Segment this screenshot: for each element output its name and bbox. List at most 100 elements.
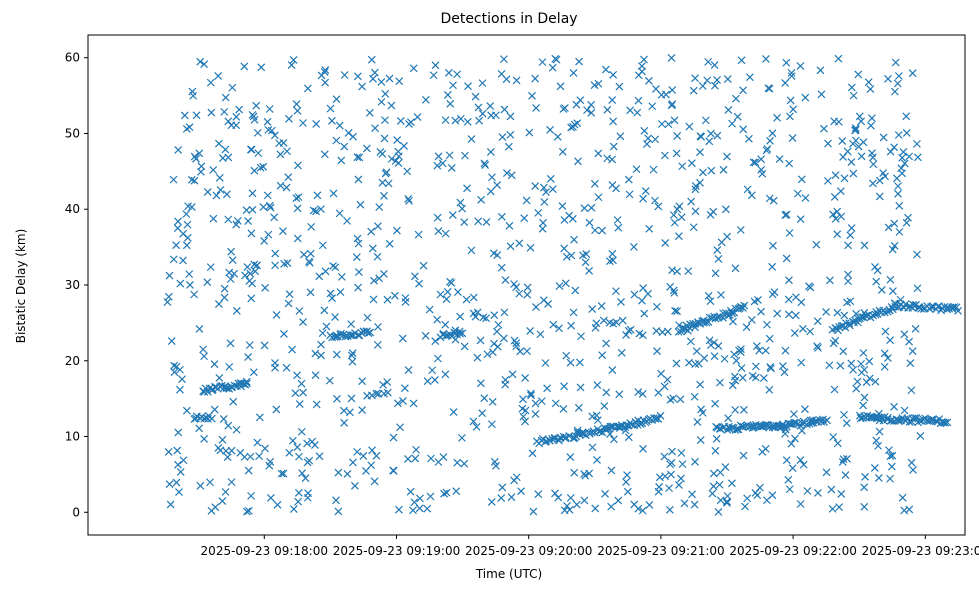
data-point — [588, 443, 597, 452]
data-point — [358, 82, 366, 91]
data-point — [719, 309, 728, 318]
data-point — [609, 70, 618, 79]
data-point — [369, 74, 377, 83]
data-point — [473, 308, 482, 317]
data-point — [265, 105, 274, 113]
data-point — [506, 130, 515, 139]
data-point — [398, 334, 407, 343]
data-point — [729, 317, 737, 326]
data-point — [351, 481, 359, 490]
data-point — [597, 302, 606, 311]
data-point — [224, 117, 233, 126]
data-point — [782, 210, 791, 219]
data-point — [383, 388, 392, 397]
data-point — [362, 144, 371, 153]
data-point — [502, 169, 511, 178]
data-point — [297, 427, 306, 436]
data-point — [478, 79, 487, 88]
data-point — [322, 322, 331, 331]
data-point — [758, 422, 767, 431]
data-point — [719, 165, 728, 174]
data-point — [206, 263, 215, 272]
data-point — [272, 311, 281, 319]
data-point — [781, 346, 790, 355]
data-point — [393, 399, 402, 408]
data-point — [713, 75, 721, 84]
data-point — [894, 417, 903, 425]
data-point — [853, 377, 862, 386]
data-point — [941, 418, 950, 427]
data-point — [830, 385, 839, 394]
data-point — [690, 392, 699, 401]
data-point — [572, 500, 581, 509]
y-tick-label: 0 — [72, 505, 80, 519]
data-point — [787, 439, 796, 448]
data-point — [733, 112, 742, 121]
data-point — [895, 201, 904, 210]
x-tick-label: 2025-09-23 09:22:00 — [729, 544, 856, 558]
data-point — [785, 419, 794, 428]
data-point — [233, 216, 242, 225]
data-point — [735, 346, 744, 355]
data-point — [617, 348, 626, 357]
data-point — [299, 318, 307, 327]
data-point — [250, 260, 259, 269]
data-point — [457, 433, 466, 442]
data-point — [799, 324, 807, 333]
data-point — [593, 381, 602, 390]
data-point — [613, 216, 622, 224]
data-point — [898, 153, 907, 162]
data-point — [730, 350, 739, 359]
data-point — [588, 305, 597, 314]
data-point — [403, 167, 412, 176]
data-point — [279, 469, 288, 478]
data-point — [215, 374, 224, 382]
data-point — [477, 195, 486, 204]
data-point — [284, 173, 293, 182]
data-point — [538, 58, 547, 67]
data-point — [165, 480, 174, 489]
data-point — [510, 280, 518, 288]
data-point — [321, 78, 330, 87]
data-point — [668, 266, 677, 275]
data-point — [652, 302, 661, 311]
data-point — [553, 132, 562, 141]
data-point — [696, 380, 705, 389]
data-point — [200, 60, 209, 69]
data-point — [886, 336, 895, 345]
data-point — [526, 326, 535, 335]
data-point — [927, 415, 936, 424]
data-point — [349, 132, 357, 141]
data-point — [525, 128, 534, 137]
data-point — [837, 490, 846, 498]
data-point — [385, 74, 394, 83]
data-point — [657, 369, 665, 378]
data-point — [218, 435, 227, 444]
data-point — [638, 331, 647, 340]
data-point — [660, 151, 669, 160]
data-point — [562, 252, 571, 261]
data-point — [859, 138, 868, 147]
data-point — [566, 358, 575, 367]
data-point — [305, 258, 314, 267]
data-point — [480, 159, 489, 168]
data-point — [773, 309, 782, 318]
data-point — [637, 296, 646, 305]
data-point — [732, 356, 741, 365]
data-point — [763, 320, 771, 329]
data-point — [245, 341, 254, 350]
data-point — [486, 102, 495, 110]
x-ticks: 2025-09-23 09:18:00 2025-09-23 09:19:00 20… — [201, 535, 979, 558]
data-point — [165, 271, 174, 280]
data-point — [264, 230, 273, 239]
data-point — [665, 505, 674, 514]
data-point — [905, 337, 914, 346]
data-point — [757, 307, 765, 316]
data-point — [401, 298, 410, 306]
data-point — [591, 323, 600, 332]
data-point — [326, 104, 335, 113]
data-point — [710, 338, 718, 347]
data-point — [716, 468, 725, 477]
data-point — [580, 496, 589, 505]
data-point — [664, 120, 673, 129]
